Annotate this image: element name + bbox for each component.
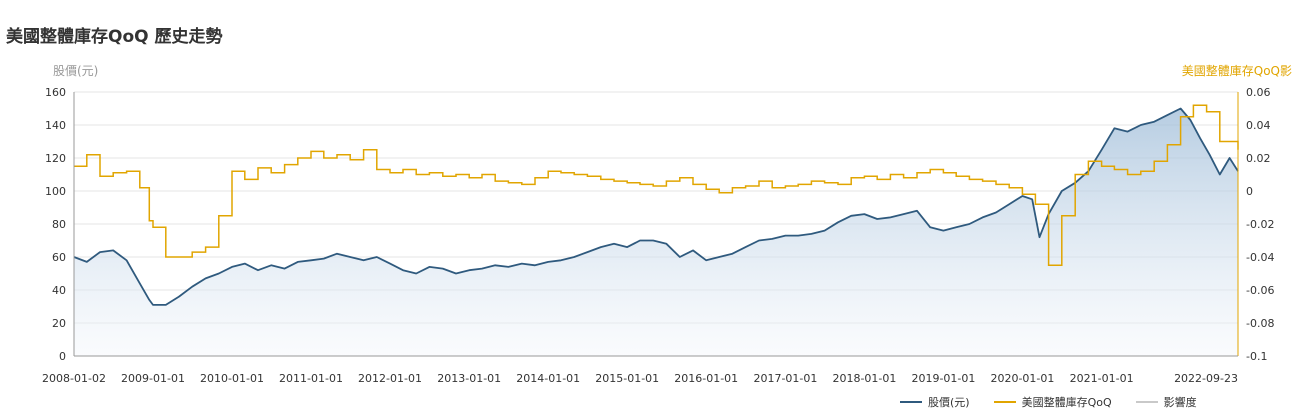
x-tick-label: 2020-01-01 bbox=[990, 372, 1054, 385]
x-tick-label: 2012-01-01 bbox=[358, 372, 422, 385]
legend-label: 股價(元) bbox=[928, 396, 970, 409]
legend-swatch-influence bbox=[1135, 401, 1158, 403]
series-line-stock-price bbox=[73, 107, 1239, 306]
y-right-tick-label: 0 bbox=[1246, 185, 1253, 198]
y-left-tick-label: 40 bbox=[52, 284, 66, 297]
y-left-tick-label: 60 bbox=[52, 251, 66, 264]
y-right-tick-label: 0.02 bbox=[1246, 152, 1271, 165]
legend-label: 影響度 bbox=[1163, 396, 1197, 409]
legend-item-stock-price[interactable]: 股價(元) bbox=[900, 394, 970, 410]
y-right-tick-label: -0.1 bbox=[1246, 350, 1267, 363]
y-right-tick-label: 0.04 bbox=[1246, 119, 1271, 132]
legend: 股價(元) 美國整體庫存QoQ 影響度 bbox=[900, 394, 1197, 410]
x-tick-label: 2018-01-01 bbox=[832, 372, 896, 385]
y-right-tick-label: -0.02 bbox=[1246, 218, 1274, 231]
y-left-tick-label: 80 bbox=[52, 218, 66, 231]
x-tick-label: 2010-01-01 bbox=[200, 372, 264, 385]
y-left-tick-label: 100 bbox=[45, 185, 66, 198]
x-tick-label: 2016-01-01 bbox=[674, 372, 738, 385]
x-tick-label: 2021-01-01 bbox=[1070, 372, 1134, 385]
y-right-tick-label: 0.06 bbox=[1246, 86, 1271, 99]
legend-swatch-inventory-qoq bbox=[993, 401, 1016, 403]
y-right-tick-label: -0.06 bbox=[1246, 284, 1274, 297]
series-line-inventory-qoq bbox=[74, 104, 1239, 267]
y-left-tick-label: 140 bbox=[45, 119, 66, 132]
legend-swatch-stock-price bbox=[900, 401, 922, 403]
legend-item-inventory-qoq[interactable]: 美國整體庫存QoQ bbox=[993, 394, 1112, 410]
x-tick-label: 2014-01-01 bbox=[516, 372, 580, 385]
x-tick-label: 2015-01-01 bbox=[595, 372, 659, 385]
x-tick-label: 2019-01-01 bbox=[911, 372, 975, 385]
page-title: 美國整體庫存QoQ 歷史走勢 bbox=[6, 27, 223, 47]
legend-item-influence[interactable]: 影響度 bbox=[1135, 394, 1197, 410]
y-left-axis-title: 股價(元) bbox=[53, 64, 98, 78]
x-tick-label: 2009-01-01 bbox=[121, 372, 185, 385]
y-left-tick-label: 20 bbox=[52, 317, 66, 330]
y-left-tick-label: 120 bbox=[45, 152, 66, 165]
y-left-tick-label: 0 bbox=[59, 350, 66, 363]
y-right-tick-label: -0.04 bbox=[1246, 251, 1274, 264]
x-tick-label: 2011-01-01 bbox=[279, 372, 343, 385]
axes: 0 20 40 60 80 100 120 140 160 -0.1 -0.08 -0.06 -0.04… bbox=[42, 63, 1292, 385]
series-layer bbox=[73, 104, 1239, 356]
y-right-tick-label: -0.08 bbox=[1246, 317, 1274, 330]
x-tick-label: 2017-01-01 bbox=[753, 372, 817, 385]
x-tick-label: 2013-01-01 bbox=[437, 372, 501, 385]
legend-label: 美國整體庫存QoQ bbox=[1021, 396, 1112, 409]
series-area-stock-price bbox=[74, 108, 1238, 356]
x-tick-label: 2022-09-23 bbox=[1174, 372, 1238, 385]
y-right-axis-title: 美國整體庫存QoQ影 bbox=[1182, 63, 1292, 78]
y-left-tick-label: 160 bbox=[45, 86, 66, 99]
x-tick-label: 2008-01-02 bbox=[42, 372, 106, 385]
